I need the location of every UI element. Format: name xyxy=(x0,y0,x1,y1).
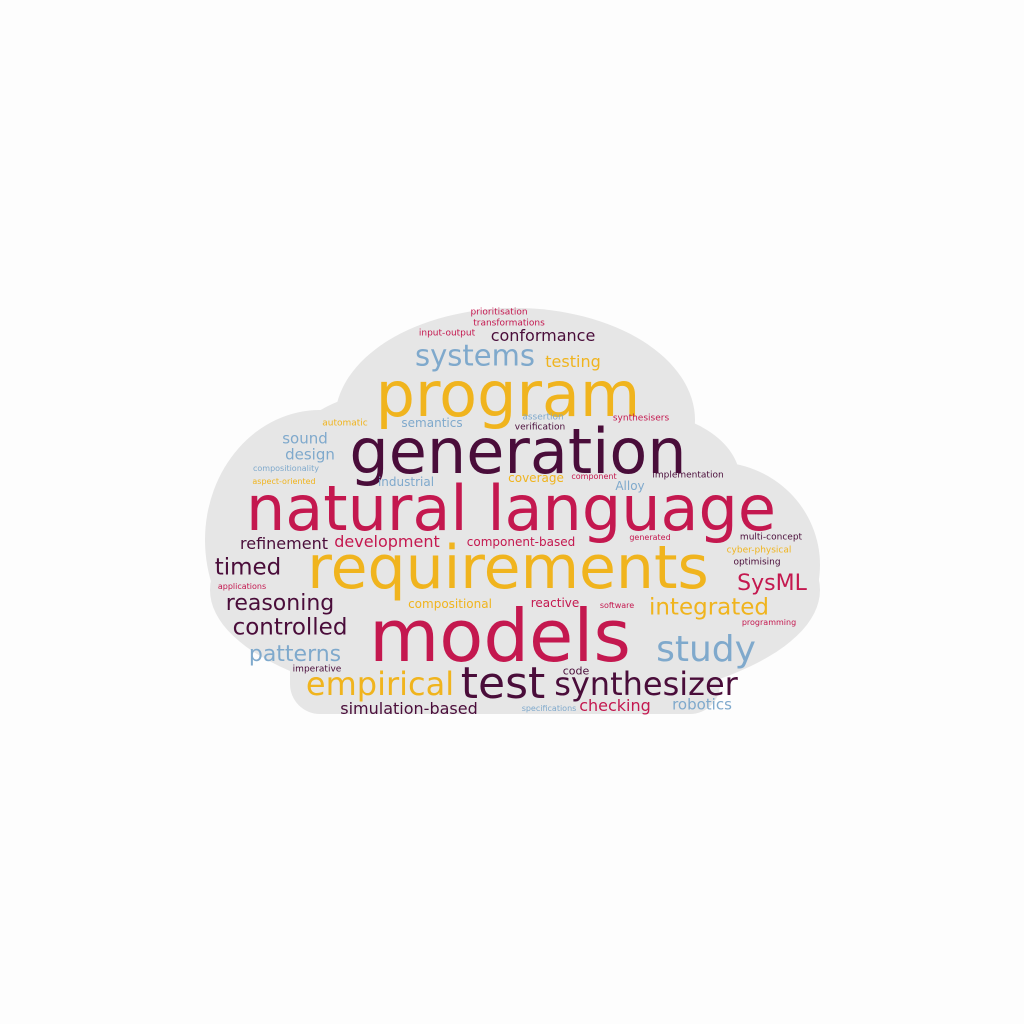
word-generated: generated xyxy=(629,533,671,542)
word-testing: testing xyxy=(545,352,601,371)
word-optimising: optimising xyxy=(733,557,781,568)
word-code: code xyxy=(562,664,590,678)
word-systems: systems xyxy=(415,338,535,373)
word-compositionality: compositionality xyxy=(253,464,319,473)
word-program: program xyxy=(375,358,641,431)
word-synthesisers: synthesisers xyxy=(612,413,670,424)
word-applications: applications xyxy=(217,582,267,591)
word-verification: verification xyxy=(514,422,566,433)
word-reasoning: reasoning xyxy=(225,591,335,616)
word-reactive: reactive xyxy=(530,596,580,610)
word-generation: generation xyxy=(349,415,687,488)
word-industrial: industrial xyxy=(377,475,435,489)
word-simulation-based: simulation-based xyxy=(340,699,478,718)
word-test: test xyxy=(460,658,546,709)
word-automatic: automatic xyxy=(322,418,368,429)
word-patterns: patterns xyxy=(248,642,342,667)
word-conformance: conformance xyxy=(490,326,596,345)
word-models: models xyxy=(369,594,631,678)
word-refinement: refinement xyxy=(240,534,328,553)
word-compositional: compositional xyxy=(408,597,492,611)
word-input-output: input-output xyxy=(418,328,476,339)
word-development: development xyxy=(334,532,440,551)
word-timed: timed xyxy=(214,554,282,581)
word-software: software xyxy=(599,601,635,610)
word-requirements: requirements xyxy=(307,533,709,603)
word-imperative: imperative xyxy=(292,664,342,675)
word-synthesizer: synthesizer xyxy=(554,665,738,703)
word-specifications: specifications xyxy=(521,704,577,713)
word-natural-language: natural language xyxy=(246,472,776,545)
word-component: component xyxy=(571,472,617,481)
word-implementation: implementation xyxy=(652,470,724,481)
word-programming: programming xyxy=(741,618,797,627)
word-empirical: empirical xyxy=(305,665,455,703)
word-cyber-physical: cyber-physical xyxy=(726,545,792,556)
word-robotics: robotics xyxy=(672,695,732,714)
word-integrated: integrated xyxy=(648,594,770,621)
word-aspect-oriented: aspect-oriented xyxy=(252,477,316,486)
word-semantics: semantics xyxy=(401,416,463,430)
word-component-based: component-based xyxy=(466,535,576,549)
word-alloy: Alloy xyxy=(615,479,645,493)
word-study: study xyxy=(656,629,756,670)
word-design: design xyxy=(285,445,335,464)
word-prioritisation: prioritisation xyxy=(470,307,528,318)
word-controlled: controlled xyxy=(232,614,348,641)
word-transformations: transformations xyxy=(473,318,545,329)
word-multi-concept: multi-concept xyxy=(739,532,803,543)
word-coverage: coverage xyxy=(508,471,564,485)
word-checking: checking xyxy=(579,696,651,715)
word-sound: sound xyxy=(282,429,328,448)
word-assertion: assertion xyxy=(522,412,564,423)
word-sysml: SysML xyxy=(737,571,807,596)
